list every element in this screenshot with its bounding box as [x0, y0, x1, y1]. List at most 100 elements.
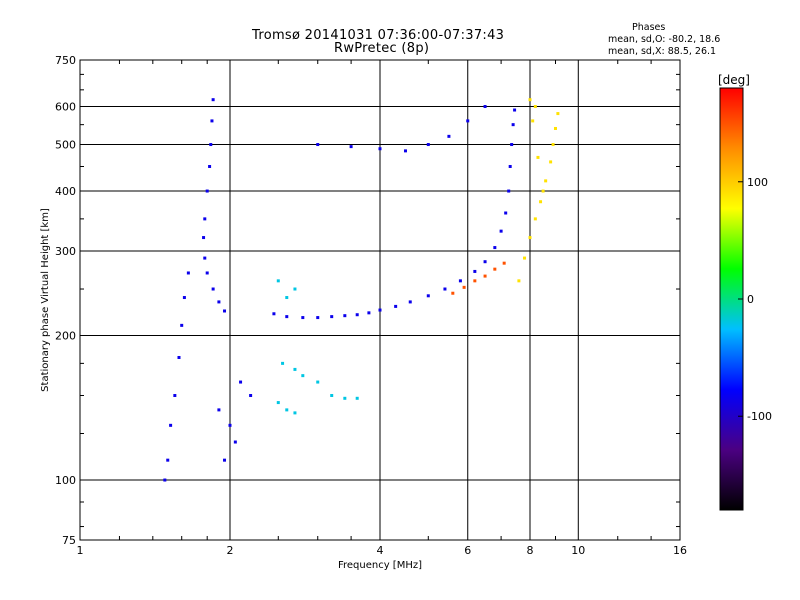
data-point — [166, 458, 170, 462]
data-point — [483, 274, 487, 278]
data-point — [233, 440, 237, 444]
data-point — [355, 313, 359, 317]
colorbar-label: [deg] — [718, 73, 750, 87]
x-tick-label: 4 — [377, 544, 384, 557]
data-point — [205, 189, 209, 193]
data-point — [541, 189, 545, 193]
data-point — [316, 316, 320, 320]
data-point — [180, 323, 184, 327]
data-point — [343, 396, 347, 400]
data-point — [228, 423, 232, 427]
data-point — [483, 105, 487, 109]
data-point — [169, 423, 173, 427]
data-point — [223, 458, 227, 462]
data-point — [502, 261, 506, 265]
data-point — [239, 380, 243, 384]
data-point — [447, 134, 451, 138]
data-point — [511, 123, 515, 127]
data-point — [293, 411, 297, 415]
y-tick-label: 200 — [55, 330, 76, 343]
data-point — [493, 246, 497, 250]
data-point — [553, 126, 557, 130]
data-point — [544, 179, 548, 183]
y-tick-label: 750 — [55, 54, 76, 67]
data-point — [551, 143, 555, 147]
data-point — [528, 236, 532, 240]
data-point — [285, 315, 289, 319]
data-point — [378, 308, 382, 312]
y-tick-label: 100 — [55, 474, 76, 487]
data-point — [517, 279, 521, 283]
data-point — [293, 287, 297, 291]
x-axis-label: Frequency [MHz] — [338, 560, 422, 571]
data-point — [355, 396, 359, 400]
data-point — [173, 394, 177, 398]
data-point — [403, 149, 407, 153]
data-point — [536, 155, 540, 159]
x-tick-label: 1 — [77, 544, 84, 557]
data-point — [507, 189, 511, 193]
y-tick-label: 300 — [55, 245, 76, 258]
phase-summary: Phases mean, sd,O: -80.2, 18.6 mean, sd,… — [608, 22, 720, 58]
data-point — [473, 279, 477, 283]
x-tick-label: 6 — [464, 544, 471, 557]
data-point — [203, 217, 207, 221]
data-point — [504, 211, 508, 215]
data-point — [186, 271, 190, 275]
data-point — [203, 256, 207, 260]
colorbar-tick-label: 0 — [747, 293, 754, 306]
data-point — [349, 145, 353, 149]
phase-o-stats: mean, sd,O: -80.2, 18.6 — [608, 34, 721, 45]
data-point — [249, 394, 253, 398]
data-point — [533, 217, 537, 221]
data-point — [205, 271, 209, 275]
data-point — [301, 374, 305, 378]
y-tick-label: 75 — [62, 534, 76, 547]
data-point — [272, 312, 276, 316]
data-point — [343, 314, 347, 318]
data-point — [293, 367, 297, 371]
data-point — [394, 304, 398, 308]
data-point — [443, 287, 447, 291]
x-tick-label: 2 — [227, 544, 234, 557]
data-point — [493, 267, 497, 271]
data-point — [316, 380, 320, 384]
data-point — [426, 294, 430, 298]
data-point — [513, 108, 517, 112]
x-tick-label: 16 — [673, 544, 687, 557]
data-point — [217, 408, 221, 412]
x-tick-label: 10 — [571, 544, 585, 557]
data-point — [223, 309, 227, 313]
data-point — [533, 105, 537, 109]
data-point — [531, 119, 535, 123]
data-point — [510, 143, 514, 147]
data-point — [281, 361, 285, 365]
data-point — [211, 287, 215, 291]
data-point — [211, 98, 215, 102]
data-point — [177, 355, 181, 359]
data-point — [523, 256, 527, 260]
data-point — [426, 143, 430, 147]
colorbar-tick-label: 100 — [747, 176, 768, 189]
y-tick-label: 500 — [55, 139, 76, 152]
data-point — [473, 269, 477, 273]
data-point — [285, 408, 289, 412]
data-point — [276, 279, 280, 283]
data-point — [539, 200, 543, 204]
data-point — [556, 112, 560, 116]
data-point — [499, 229, 503, 233]
data-point — [285, 296, 289, 300]
y-tick-label: 600 — [55, 101, 76, 114]
data-point — [451, 291, 455, 295]
data-point — [408, 300, 412, 304]
chart-subtitle: RwPretec (8p) — [334, 41, 430, 56]
data-point — [330, 315, 334, 319]
data-point — [330, 394, 334, 398]
data-point — [458, 279, 462, 283]
chart-title: Tromsø 20141031 07:36:00-07:37:43 — [252, 28, 505, 43]
colorbar-tick-label: -100 — [747, 410, 772, 423]
data-point — [163, 478, 167, 482]
data-point — [182, 296, 186, 300]
y-axis-label: Stationary phase Virtual Height [km] — [40, 208, 51, 392]
